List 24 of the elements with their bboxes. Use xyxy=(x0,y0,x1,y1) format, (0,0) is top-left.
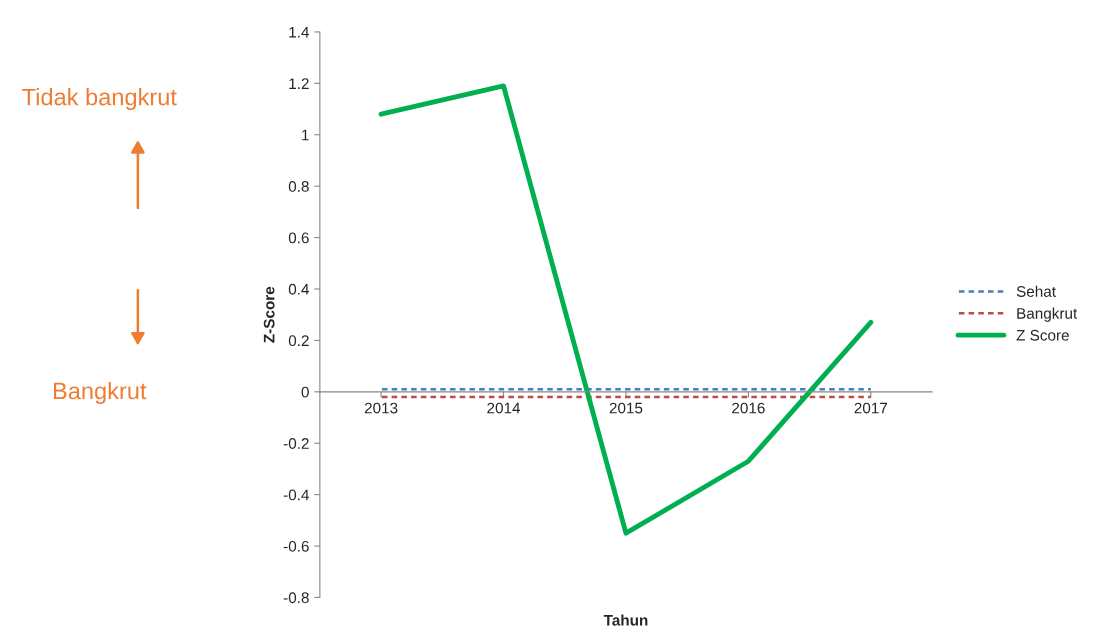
legend-label: Bangkrut xyxy=(1017,307,1078,322)
y-tick-label: 0.6 xyxy=(288,232,309,244)
y-tick-label: 1 xyxy=(302,129,309,141)
legend-label: Sehat xyxy=(1016,285,1056,297)
y-tick-label: 0.4 xyxy=(288,283,310,295)
y-tick-label: 0 xyxy=(301,386,309,398)
legend-label: Z Score xyxy=(1016,329,1069,341)
y-tick-label: -0.4 xyxy=(283,489,310,501)
text: Tidak bangkrut xyxy=(22,88,177,111)
x-tick-label: 2016 xyxy=(732,402,765,414)
y-tick-label: -0.2 xyxy=(283,438,309,449)
text: Bangkrut xyxy=(53,381,147,404)
x-tick-label: 2015 xyxy=(609,402,643,414)
y-tick-label: 0.8 xyxy=(288,181,309,192)
x-tick-label: 2014 xyxy=(487,402,521,414)
y-tick-label: 1.4 xyxy=(289,26,310,38)
y-tick-label: -0.6 xyxy=(283,540,309,552)
x-tick-label: 2017 xyxy=(854,402,888,414)
x-axis-title: Tahun xyxy=(603,614,648,626)
y-tick-label: -0.8 xyxy=(283,592,309,604)
y-tick-label: 1.2 xyxy=(289,78,309,89)
x-tick-label: 2013 xyxy=(364,402,398,414)
y-axis-title: Z-Score xyxy=(263,286,275,343)
y-tick-label: 0.2 xyxy=(288,335,309,347)
